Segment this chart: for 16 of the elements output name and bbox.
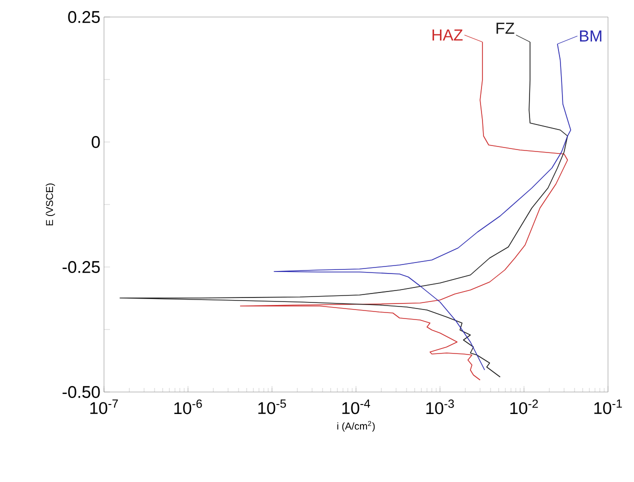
x-tick-label: 10$^{-7}$: [90, 400, 118, 414]
x-tick-label: 10$^{-1}$: [594, 400, 622, 414]
series-label: HAZ: [432, 30, 463, 40]
x-tick-label: 10$^{-4}$: [342, 400, 370, 414]
series-label: FZ: [496, 22, 514, 34]
x-tick-label: 10$^{-5}$: [258, 400, 286, 414]
x-axis-title: i (A/cm$^{2}$): [337, 421, 375, 432]
x-tick-label: 10$^{-3}$: [426, 400, 454, 414]
y-axis-title: E (VSCE): [46, 184, 56, 226]
x-tick-label: 10$^{-6}$: [174, 400, 202, 414]
y-tick-label: -0.50: [62, 386, 100, 398]
y-tick-label: 0.25: [68, 11, 100, 24]
y-tick-label: -0.25: [62, 261, 100, 274]
x-tick-label: 10$^{-2}$: [510, 400, 538, 414]
y-tick-label: 0: [92, 136, 100, 148]
legend-label: BM: [580, 30, 602, 42]
